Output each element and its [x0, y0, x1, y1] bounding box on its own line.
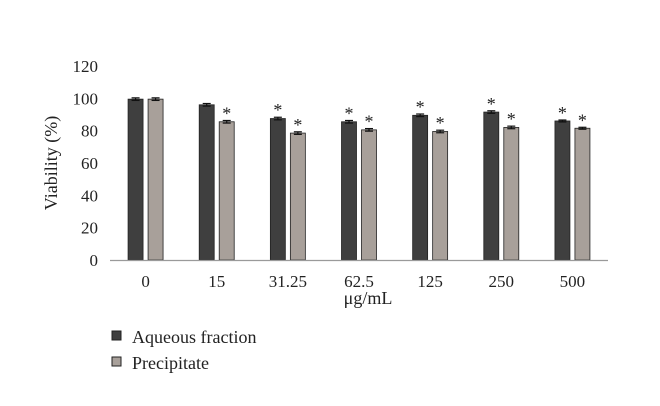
bar-aqueous — [412, 114, 429, 261]
bar-precipitate — [503, 127, 520, 261]
significance-marker: * — [487, 94, 496, 114]
significance-marker: * — [222, 103, 231, 123]
bar-precipitate — [289, 132, 306, 261]
bar-precipitate — [218, 121, 235, 261]
y-tick-label: 120 — [73, 57, 99, 76]
significance-marker: * — [416, 97, 425, 117]
legend-swatch-aqueous — [111, 330, 122, 341]
significance-marker: * — [365, 112, 374, 132]
significance-marker: * — [558, 103, 567, 123]
significance-marker: * — [578, 110, 587, 130]
bar-precipitate — [432, 131, 449, 261]
y-axis-ticks: 0 20 40 60 80 100 120 — [73, 57, 99, 270]
bar-precipitate — [361, 129, 377, 261]
x-tick-label: 250 — [489, 272, 515, 291]
legend-label-aqueous: Aqueous fraction — [132, 327, 256, 347]
y-axis-title: Viability (%) — [41, 116, 62, 210]
y-tick-label: 100 — [73, 89, 99, 108]
legend: Aqueous fraction Precipitate — [111, 327, 256, 373]
y-tick-label: 20 — [81, 219, 98, 238]
bars: * * * * * * * * * * * — [127, 94, 591, 261]
significance-marker: * — [507, 109, 516, 129]
bar-aqueous — [127, 98, 144, 261]
x-tick-label: 125 — [417, 272, 443, 291]
y-tick-label: 80 — [81, 122, 98, 141]
significance-marker: * — [273, 100, 282, 120]
significance-marker: * — [293, 115, 302, 135]
x-tick-label: 15 — [208, 272, 225, 291]
y-tick-label: 60 — [81, 154, 98, 173]
bar-aqueous — [341, 121, 357, 261]
bar-aqueous — [483, 111, 500, 261]
bar-aqueous — [269, 118, 286, 261]
significance-marker: * — [436, 113, 445, 133]
legend-label-precipitate: Precipitate — [132, 353, 209, 373]
bar-aqueous — [198, 104, 215, 261]
x-axis-ticks: 0 15 31.25 62.5 125 250 500 — [141, 272, 585, 291]
bar-precipitate — [574, 127, 591, 261]
x-tick-label: 0 — [141, 272, 150, 291]
x-tick-label: 500 — [560, 272, 586, 291]
y-tick-label: 0 — [90, 251, 99, 270]
bar-precipitate — [147, 98, 164, 261]
significance-marker: * — [345, 103, 354, 123]
x-tick-label: 62.5 — [344, 272, 374, 291]
legend-swatch-precipitate — [111, 356, 122, 367]
x-tick-label: 31.25 — [269, 272, 307, 291]
bar-aqueous — [554, 120, 571, 261]
y-tick-label: 40 — [81, 186, 98, 205]
x-axis-title: μg/mL — [344, 288, 393, 308]
